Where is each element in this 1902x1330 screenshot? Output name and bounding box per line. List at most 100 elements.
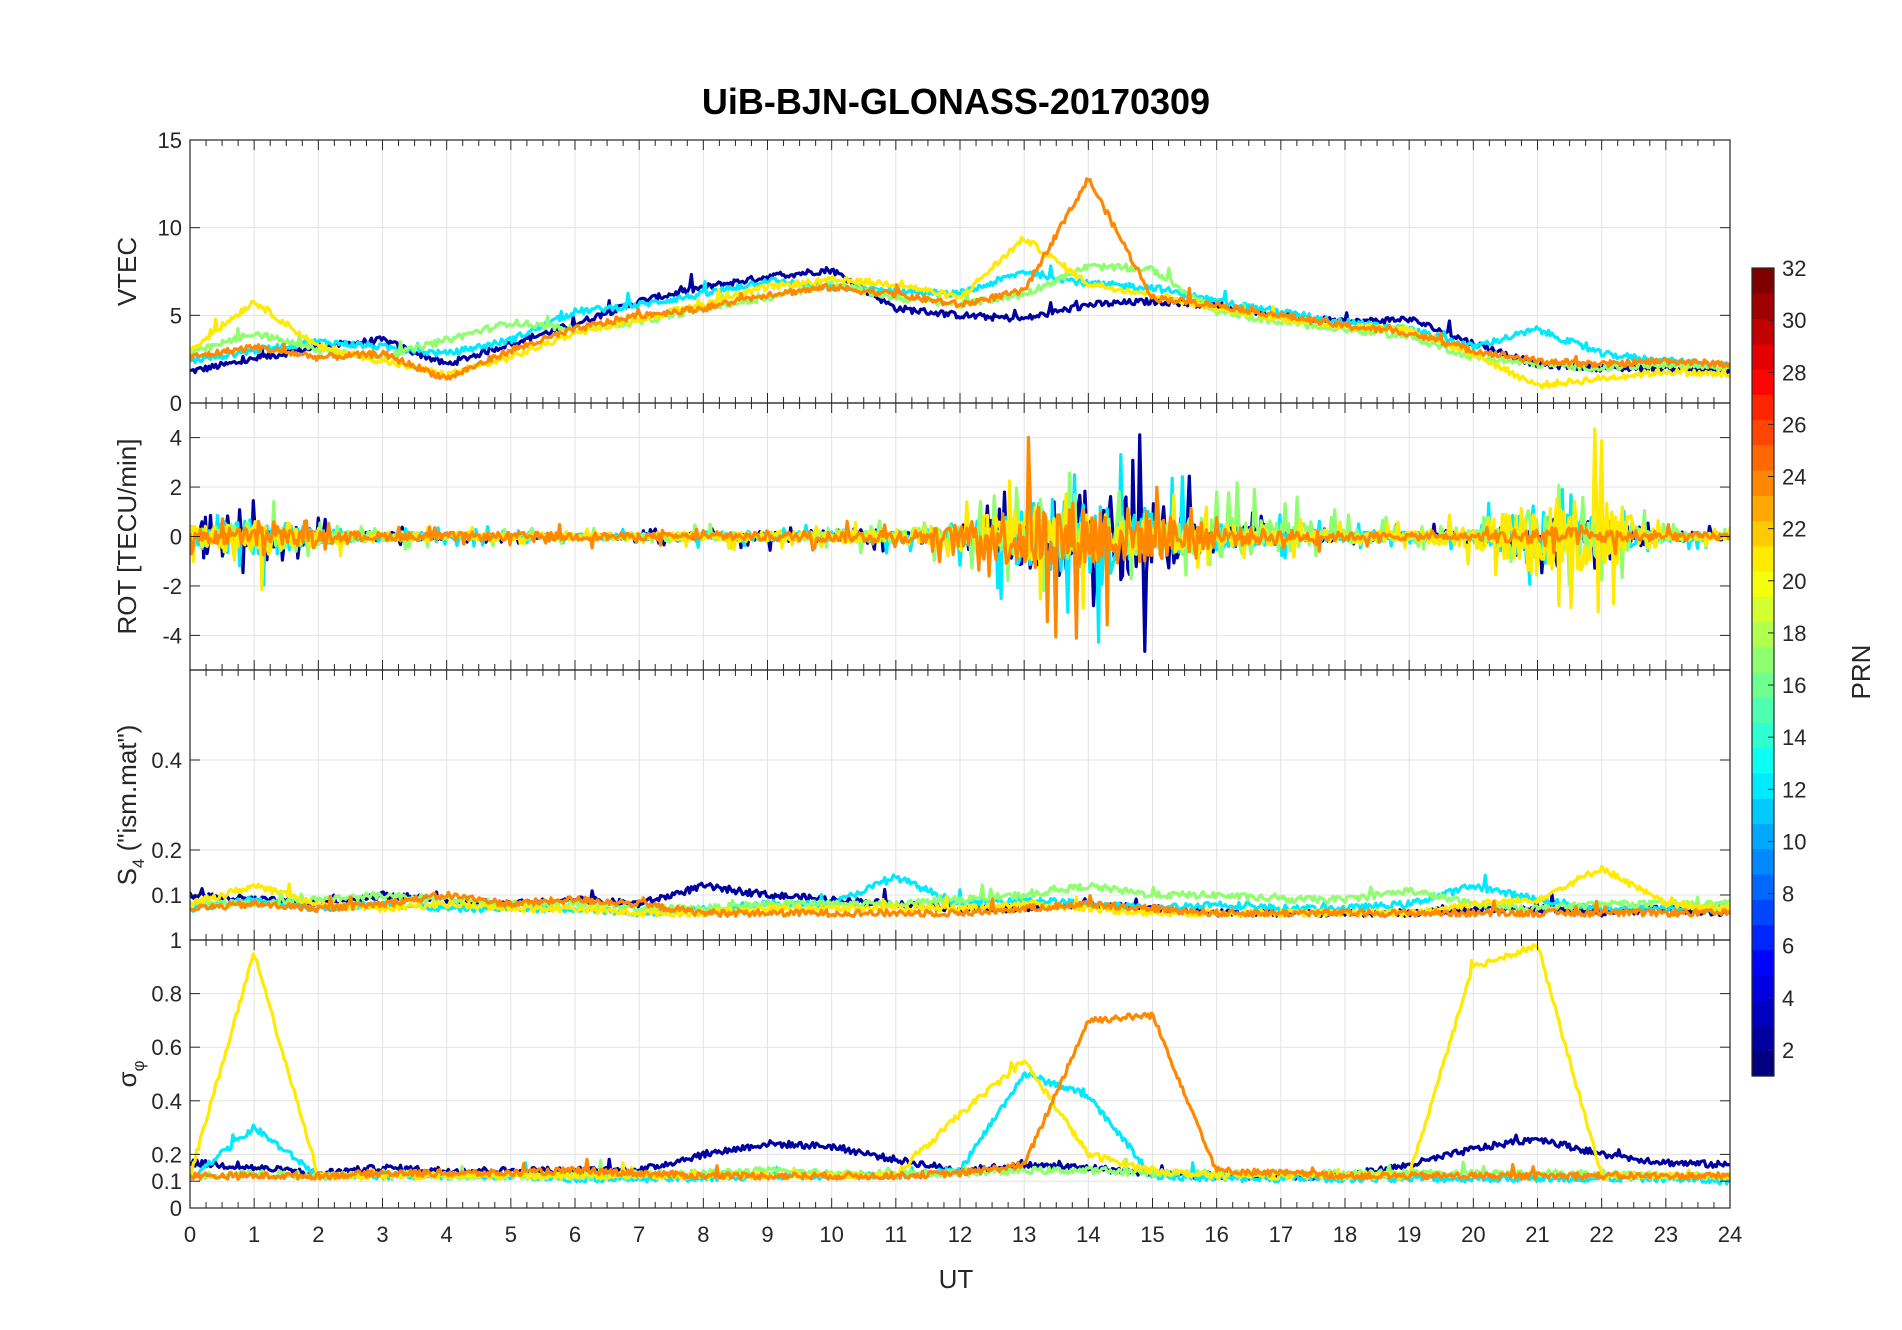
colorbar-tick-label: 4 (1782, 986, 1794, 1011)
x-tick-label: 15 (1140, 1222, 1164, 1247)
colorbar-segment (1752, 520, 1774, 547)
panel-vtec: 0 5 10 15 VTEC (112, 128, 1731, 416)
colorbar-segment (1752, 747, 1774, 774)
series-sigma_phi (190, 943, 1730, 1186)
grid-s4 (189, 670, 1731, 940)
y-axis-label-rot: ROT [TECU/min] (112, 439, 142, 635)
y-tick-label: 0.1 (151, 1169, 182, 1194)
colorbar-segment (1752, 722, 1774, 749)
colorbar-tick-label: 26 (1782, 412, 1806, 437)
x-tick-label: 23 (1654, 1222, 1678, 1247)
y-tick-label: 0 (170, 1196, 182, 1221)
colorbar-segment (1752, 621, 1774, 648)
x-tick-label: 7 (633, 1222, 645, 1247)
colorbar-label: PRN (1846, 645, 1876, 700)
panel-rot: -4 -2 0 2 4 ROT [TECU/min] (112, 402, 1731, 671)
x-tick-label: 4 (441, 1222, 453, 1247)
colorbar-tick-label: 10 (1782, 829, 1806, 854)
colorbar-tick-label: 6 (1782, 934, 1794, 959)
x-tick-label: 20 (1461, 1222, 1485, 1247)
colorbar-tick-label: 2 (1782, 1038, 1794, 1063)
colorbar-segment (1752, 924, 1774, 951)
series-s4 (190, 864, 1730, 919)
colorbar-tick-label: 22 (1782, 517, 1806, 542)
colorbar-tick-label: 14 (1782, 725, 1806, 750)
colorbar-segment (1752, 343, 1774, 370)
y-tick-label: 0 (170, 525, 182, 550)
colorbar-tick-label: 12 (1782, 777, 1806, 802)
colorbar-tick-label: 18 (1782, 621, 1806, 646)
colorbar-segment (1752, 394, 1774, 421)
colorbar-segment (1752, 798, 1774, 825)
colorbar-segment (1752, 318, 1774, 345)
y-tick-label: 10 (158, 216, 182, 241)
x-tick-label: 8 (697, 1222, 709, 1247)
series-prn-12 (190, 264, 1730, 368)
panel-sigma_phi: 00.10.2 0.4 0.6 0.8 1 σφ (112, 928, 1731, 1221)
colorbar-segment (1752, 419, 1774, 446)
colorbar-segment (1752, 646, 1774, 673)
y-tick-label: 1 (170, 928, 182, 953)
x-tick-label: 0 (184, 1222, 196, 1247)
panel-s4: 0.1 0.2 0.4S4 ("ism.mat") (112, 669, 1731, 941)
colorbar-tick-label: 20 (1782, 569, 1806, 594)
y-tick-label: 0.4 (151, 748, 182, 773)
colorbar-frame (1751, 267, 1775, 1077)
colorbar-segment (1752, 369, 1774, 395)
series-prn-24 (190, 177, 1730, 381)
colorbar-tick-label: 24 (1782, 465, 1806, 490)
x-tick-label: 3 (376, 1222, 388, 1247)
colorbar-segment (1752, 571, 1774, 597)
ticks-vtec (189, 139, 1731, 404)
series-prn-24 (190, 890, 1730, 919)
colorbar-segment (1752, 545, 1774, 572)
series-prn-24 (190, 1011, 1730, 1181)
x-tick-label: 19 (1397, 1222, 1421, 1247)
series-prn-21 (190, 864, 1730, 918)
colorbar-tick-label: 16 (1782, 673, 1806, 698)
x-tick-label: 17 (1269, 1222, 1293, 1247)
x-tick-label: 13 (1012, 1222, 1036, 1247)
colorbar-tick-label: 30 (1782, 308, 1806, 333)
y-tick-label: 0.1 (151, 883, 182, 908)
y-tick-label: 0.2 (151, 1142, 182, 1167)
colorbar-segment (1752, 293, 1774, 320)
colorbar-segment (1752, 596, 1774, 623)
colorbar-segment (1752, 1025, 1774, 1052)
colorbar-segment (1752, 697, 1774, 724)
x-tick-label: 1 (248, 1222, 260, 1247)
colorbar-tick-label: 8 (1782, 882, 1794, 907)
y-axis-label-sigma_phi: σφ (112, 1060, 148, 1087)
x-tick-labels: 0 1 2 3 4 5 6 7 8 9 10 11 12 13 14 15 16 17 18 19 20 21 22 23 24 (184, 1222, 1742, 1247)
colorbar-segment (1752, 823, 1774, 850)
y-tick-label: 0.2 (151, 838, 182, 863)
colorbar-segment (1752, 949, 1774, 976)
x-tick-label: 24 (1718, 1222, 1742, 1247)
y-tick-label: 2 (170, 475, 182, 500)
y-tick-label: 0.8 (151, 982, 182, 1007)
y-tick-label: 4 (170, 426, 182, 451)
colorbar-segment (1752, 899, 1774, 926)
y-tick-label: -4 (162, 623, 182, 648)
chart-title: UiB-BJN-GLONASS-20170309 (702, 81, 1210, 122)
y-axis-label-s4: S4 ("ism.mat") (112, 725, 148, 886)
x-tick-label: 18 (1333, 1222, 1357, 1247)
y-tick-label: -2 (162, 574, 182, 599)
ticks-rot (189, 403, 1731, 670)
y-tick-label: 5 (170, 303, 182, 328)
y-tick-label: 0.4 (151, 1089, 182, 1114)
series-prn-21 (190, 943, 1730, 1181)
colorbar-segment (1752, 773, 1774, 799)
colorbar-tick-label: 28 (1782, 360, 1806, 385)
colorbar-segment (1752, 444, 1774, 471)
x-tick-label: 12 (948, 1222, 972, 1247)
x-tick-label: 10 (819, 1222, 843, 1247)
x-tick-label: 2 (312, 1222, 324, 1247)
series-rot (190, 427, 1730, 653)
x-tick-label: 16 (1204, 1222, 1228, 1247)
y-tick-label: 0.6 (151, 1035, 182, 1060)
x-tick-label: 11 (884, 1222, 907, 1247)
